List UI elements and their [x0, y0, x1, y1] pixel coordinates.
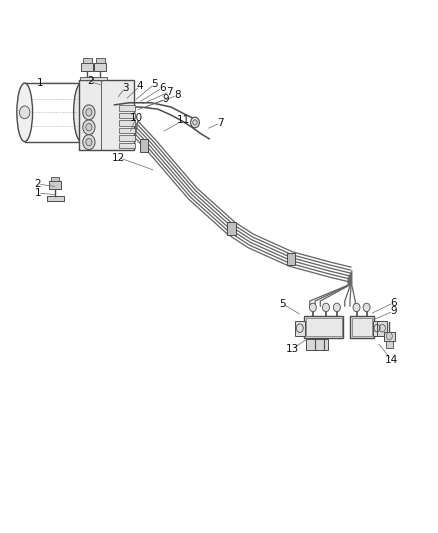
- Bar: [140, 139, 148, 152]
- Bar: [51, 177, 59, 181]
- Circle shape: [309, 303, 316, 312]
- Circle shape: [191, 117, 199, 128]
- Bar: [81, 63, 93, 71]
- Circle shape: [193, 120, 197, 125]
- Bar: [306, 340, 328, 350]
- Text: 2: 2: [35, 179, 41, 189]
- Text: 10: 10: [130, 112, 143, 123]
- Text: 12: 12: [112, 152, 125, 163]
- Circle shape: [322, 303, 329, 312]
- Text: 8: 8: [174, 90, 181, 100]
- Bar: [96, 58, 105, 63]
- Bar: [49, 181, 61, 189]
- Bar: [119, 106, 135, 111]
- Text: 5: 5: [151, 79, 158, 89]
- Text: 14: 14: [385, 354, 398, 365]
- Bar: [83, 58, 92, 63]
- Text: 5: 5: [279, 298, 286, 309]
- Text: 2: 2: [87, 77, 93, 86]
- Bar: [119, 143, 135, 148]
- Text: 13: 13: [286, 344, 299, 354]
- Bar: [93, 77, 107, 80]
- Text: 7: 7: [217, 118, 224, 128]
- Bar: [119, 128, 135, 133]
- Bar: [287, 253, 295, 265]
- Bar: [94, 63, 106, 71]
- Circle shape: [353, 303, 360, 312]
- Circle shape: [83, 135, 95, 150]
- Circle shape: [86, 109, 92, 116]
- Bar: [373, 321, 381, 336]
- Bar: [294, 321, 305, 336]
- Circle shape: [333, 303, 340, 312]
- Text: 1: 1: [35, 188, 41, 198]
- Text: 4: 4: [136, 82, 143, 91]
- Ellipse shape: [74, 83, 89, 142]
- Circle shape: [386, 333, 392, 340]
- Bar: [80, 77, 94, 80]
- Circle shape: [86, 124, 92, 131]
- Bar: [352, 318, 372, 336]
- Bar: [378, 321, 387, 336]
- Circle shape: [19, 106, 30, 119]
- Bar: [227, 222, 236, 235]
- Text: 1: 1: [37, 78, 43, 88]
- Bar: [119, 113, 135, 118]
- Bar: [304, 316, 343, 338]
- Circle shape: [83, 120, 95, 135]
- Circle shape: [363, 303, 370, 312]
- Text: 6: 6: [159, 83, 166, 93]
- Bar: [306, 318, 342, 336]
- Text: 9: 9: [390, 306, 397, 316]
- Circle shape: [83, 105, 95, 120]
- Text: 7: 7: [166, 86, 173, 96]
- Bar: [119, 120, 135, 126]
- Bar: [119, 135, 135, 141]
- Text: 9: 9: [162, 94, 169, 104]
- Ellipse shape: [17, 83, 32, 142]
- Bar: [384, 332, 395, 342]
- Text: 3: 3: [122, 83, 128, 93]
- Text: 11: 11: [177, 115, 190, 125]
- Text: 6: 6: [390, 297, 397, 308]
- Bar: [46, 196, 64, 200]
- Bar: [386, 342, 393, 348]
- Bar: [79, 80, 134, 150]
- Bar: [350, 316, 374, 338]
- Circle shape: [86, 139, 92, 146]
